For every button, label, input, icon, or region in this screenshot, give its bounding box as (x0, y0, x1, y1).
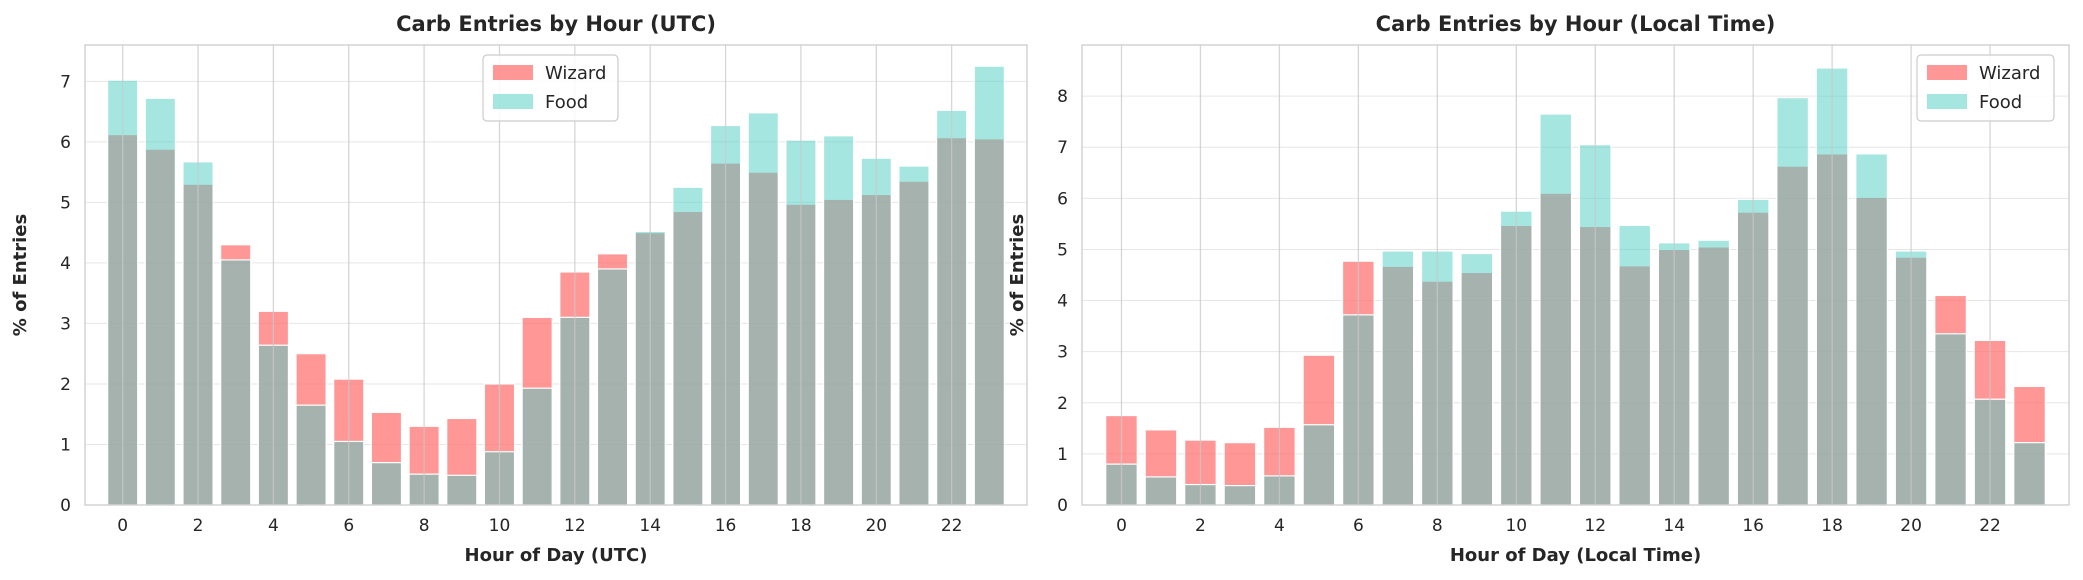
y-axis-label: % of Entries (10, 214, 31, 336)
bar-food (973, 65, 1005, 506)
plot-frame-utc (84, 44, 1028, 506)
legend: Wizard Food (1916, 54, 2055, 122)
bar-food (1934, 333, 1967, 506)
bar-food (1776, 97, 1810, 506)
y-tick-label: 6 (60, 133, 71, 153)
x-tick-label: 14 (639, 516, 661, 536)
legend-label-wizard: Wizard (545, 63, 606, 84)
x-tick-label: 20 (865, 516, 887, 536)
bar-food (672, 186, 704, 506)
legend-label-food: Food (545, 92, 588, 113)
bar-food (1381, 250, 1415, 506)
y-tick-label: 6 (1057, 189, 1068, 209)
y-tick-label: 3 (60, 314, 71, 334)
y-tick-label: 1 (1057, 445, 1068, 465)
y-tick-label: 7 (1057, 138, 1068, 158)
chart-title: Carb Entries by Hour (Local Time) (1376, 12, 1776, 36)
x-axis-label: Hour of Day (Local Time) (1450, 545, 1701, 566)
x-tick-label: 16 (715, 516, 737, 536)
y-tick-label: 7 (60, 72, 71, 92)
plot-frame-local (1081, 44, 2070, 506)
bar-food (1618, 224, 1652, 506)
y-tick-label: 0 (60, 496, 71, 516)
x-tick-label: 2 (1195, 516, 1206, 536)
x-tick-label: 4 (268, 516, 279, 536)
bar-food (1855, 153, 1888, 506)
bar-food (1302, 424, 1336, 506)
x-tick-label: 0 (1116, 516, 1127, 536)
x-tick-label: 2 (193, 516, 204, 536)
bar-food (822, 135, 855, 506)
chart-title: Carb Entries by Hour (UTC) (396, 12, 716, 36)
legend-swatch-food (1927, 94, 1967, 109)
y-tick-label: 3 (1057, 343, 1068, 363)
y-tick-label: 8 (1057, 87, 1068, 107)
bar-food (220, 259, 252, 506)
x-tick-label: 0 (117, 516, 128, 536)
legend-swatch-wizard (493, 65, 533, 80)
x-tick-label: 14 (1663, 516, 1685, 536)
y-tick-label: 1 (60, 435, 71, 455)
y-tick-label: 4 (60, 254, 71, 274)
bar-food (1223, 484, 1257, 506)
x-tick-label: 12 (564, 516, 586, 536)
bar-food (2013, 442, 2046, 506)
legend: Wizard Food (482, 54, 619, 122)
x-tick-label: 12 (1584, 516, 1606, 536)
x-tick-label: 10 (489, 516, 511, 536)
x-ticks-utc: 0 2 4 6 8 10 12 14 16 18 20 22 (117, 516, 962, 536)
x-tick-label: 6 (1353, 516, 1364, 536)
bar-food (898, 165, 930, 506)
x-tick-label: 8 (1432, 516, 1443, 536)
y-ticks-utc: 0 1 2 3 4 5 6 7 (60, 72, 71, 516)
legend-swatch-food (493, 94, 533, 109)
y-tick-label: 2 (1057, 394, 1068, 414)
y-tick-label: 0 (1057, 496, 1068, 516)
x-tick-label: 8 (419, 516, 430, 536)
y-ticks-local: 0 1 2 3 4 5 6 7 8 (1057, 87, 1068, 516)
x-tick-label: 22 (941, 516, 963, 536)
y-axis-label: % of Entries (1007, 214, 1028, 336)
legend-swatch-wizard (1927, 65, 1967, 80)
x-tick-label: 22 (1979, 516, 2001, 536)
bar-food (446, 474, 478, 506)
x-tick-label: 18 (1821, 516, 1843, 536)
bar-food (370, 462, 403, 506)
x-ticks-local: 0 2 4 6 8 10 12 14 16 18 20 22 (1116, 516, 2001, 536)
y-tick-label: 5 (60, 193, 71, 213)
legend-label-wizard: Wizard (1979, 63, 2040, 84)
x-axis-label: Hour of Day (UTC) (465, 545, 648, 566)
bars-local (1105, 45, 2046, 506)
y-tick-label: 4 (1057, 292, 1068, 312)
legend-label-food: Food (1979, 92, 2022, 113)
bar-food (596, 268, 629, 506)
bar-food (747, 112, 779, 506)
x-tick-label: 16 (1742, 516, 1764, 536)
x-tick-label: 10 (1505, 516, 1527, 536)
bar-food (1144, 476, 1178, 506)
bar-food (1539, 113, 1573, 506)
x-tick-label: 6 (343, 516, 354, 536)
x-tick-label: 18 (790, 516, 812, 536)
x-tick-label: 4 (1274, 516, 1285, 536)
x-tick-label: 20 (1900, 516, 1922, 536)
bar-food (1697, 239, 1731, 506)
y-tick-label: 5 (1057, 240, 1068, 260)
bar-food (144, 97, 177, 506)
y-tick-label: 2 (60, 375, 71, 395)
bar-food (521, 387, 553, 506)
bar-food (295, 404, 327, 506)
bar-food (1460, 252, 1494, 506)
